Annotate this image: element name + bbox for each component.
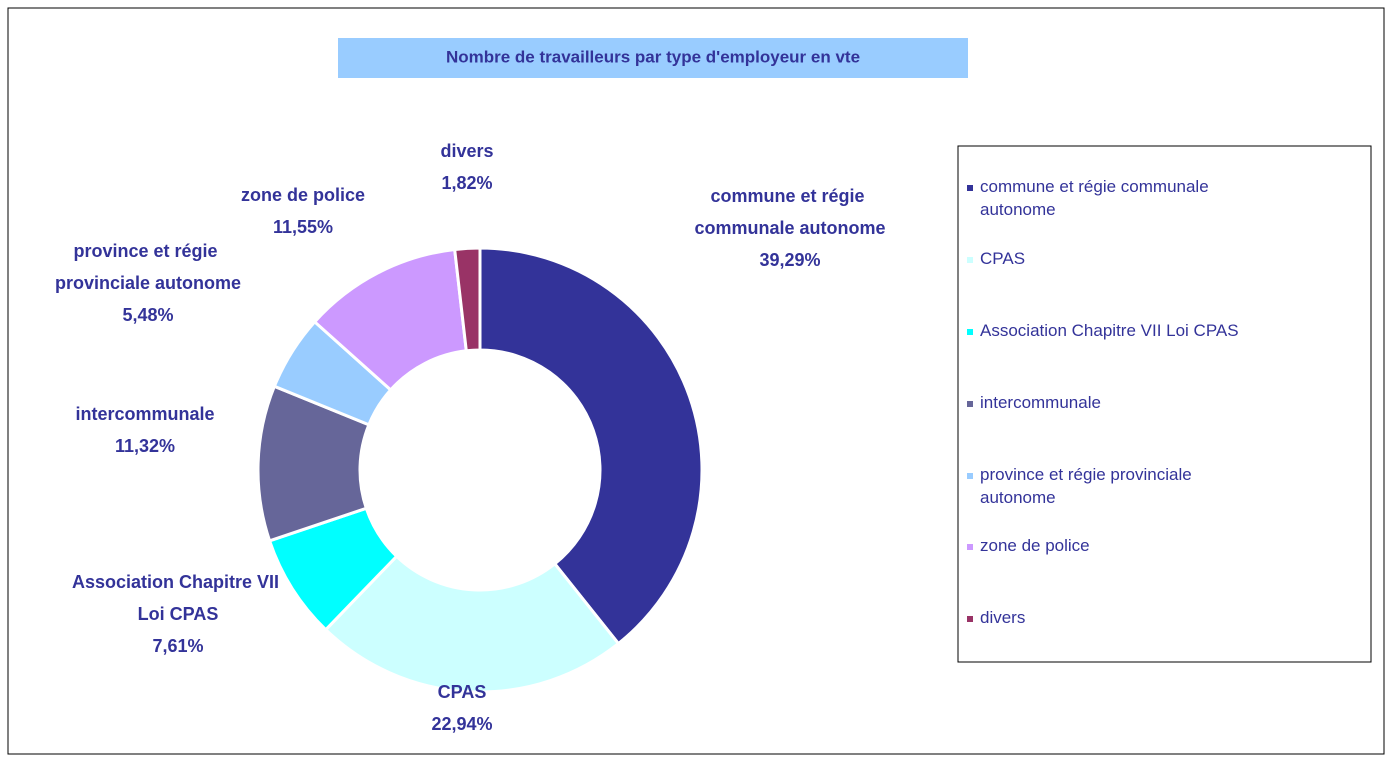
title-box [338, 38, 968, 78]
donut-slice [453, 246, 482, 353]
legend-label: Association Chapitre VII Loi CPAS [980, 321, 1239, 340]
legend-label: intercommunale [980, 393, 1101, 412]
data-label-category: CPAS [438, 682, 487, 702]
legend-box [957, 145, 1372, 663]
legend-swatch [967, 473, 973, 479]
legend-swatch [967, 257, 973, 263]
legend-swatch [967, 544, 973, 550]
legend-label: divers [980, 608, 1025, 627]
legend-swatch [967, 616, 973, 622]
data-label-value: 11,32% [115, 436, 175, 456]
data-label-category: province et régie provinciale autonome [55, 241, 241, 293]
data-label-category: divers [440, 141, 493, 161]
legend-label: zone de police [980, 536, 1090, 555]
data-label-category: intercommunale [75, 404, 214, 424]
legend-label: CPAS [980, 249, 1025, 268]
chart-title: Nombre de travailleurs par type d'employ… [446, 47, 860, 66]
legend-label: commune et régie communale autonome [980, 177, 1213, 219]
data-label-category: commune et régie communale autonome [694, 186, 885, 238]
data-label-value: 5,48% [122, 305, 173, 325]
legend-swatch [967, 185, 973, 191]
data-label-value: 11,55% [273, 217, 333, 237]
data-label-value: 7,61% [152, 636, 203, 656]
data-label-category: Association Chapitre VII Loi CPAS [72, 572, 284, 624]
data-label-value: 1,82% [441, 173, 492, 193]
legend-swatch [967, 329, 973, 335]
donut-slice [478, 246, 704, 646]
data-label-category: zone de police [241, 185, 365, 205]
legend-swatch [967, 401, 973, 407]
data-label-value: 39,29% [759, 250, 820, 270]
data-label-value: 22,94% [431, 714, 492, 734]
legend-label: province et régie provinciale autonome [980, 465, 1196, 507]
donut-slice [323, 554, 621, 694]
